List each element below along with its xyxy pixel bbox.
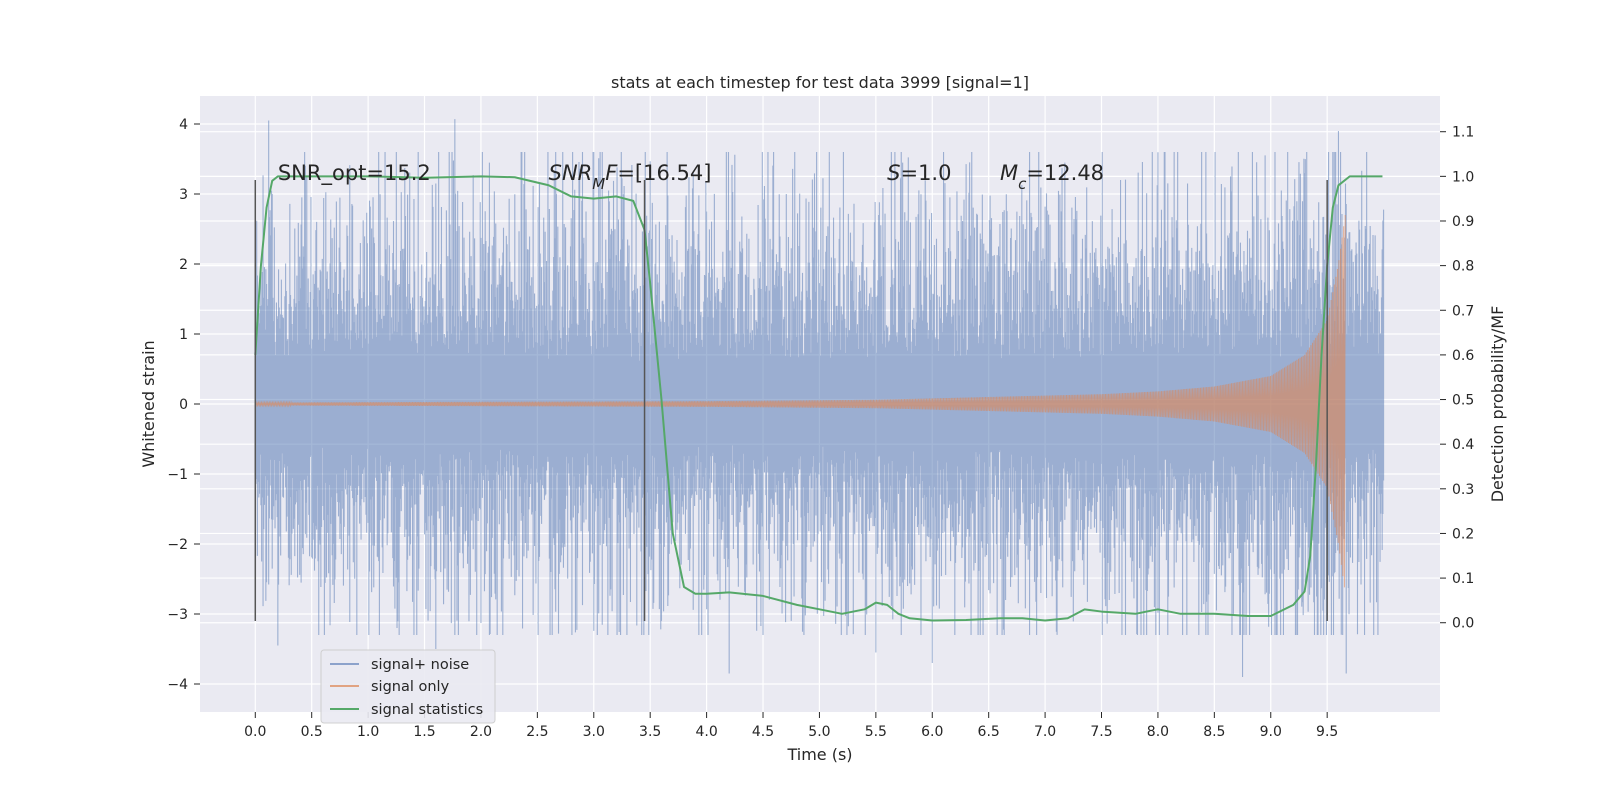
x-tick-label-13: 6.5 [978,724,1000,740]
y-right-tick-label-0: 0.0 [1452,616,1474,632]
y-right-tick-label-11: 1.1 [1452,125,1474,141]
y-axis-label-right: Detection probability/MF [1488,306,1507,503]
x-tick-label-17: 8.5 [1203,724,1225,740]
x-tick-label-14: 7.0 [1034,724,1056,740]
y-left-tick-label-4: 0 [179,397,188,413]
x-tick-label-18: 9.0 [1260,724,1282,740]
annotation-2: S=1.0 [887,161,951,185]
y-right-ticks: 0.0 0.1 0.2 0.3 0.4 0.5 0.6 0.7 0.8 0.9 1.0 1.1 [1440,125,1474,632]
x-tick-label-2: 1.0 [357,724,379,740]
x-tick-label-4: 2.0 [470,724,492,740]
y-left-tick-label-1: −3 [167,607,188,623]
legend-label-signal-statistics: signal statistics [371,702,483,718]
y-right-tick-label-8: 0.8 [1452,259,1474,275]
x-tick-label-8: 4.0 [695,724,717,740]
y-right-tick-label-4: 0.4 [1452,437,1474,453]
legend-label-signal-only: signal only [371,679,450,695]
legend: signal+ noise signal only signal statist… [320,649,496,724]
y-right-tick-label-9: 0.9 [1452,214,1474,230]
x-tick-label-15: 7.5 [1090,724,1112,740]
x-tick-label-3: 1.5 [413,724,435,740]
x-tick-label-1: 0.5 [301,724,323,740]
x-tick-label-6: 3.0 [583,724,605,740]
y-right-tick-label-2: 0.2 [1452,526,1474,542]
series-line-signal-only [254,214,1346,588]
y-right-tick-label-10: 1.0 [1452,169,1474,185]
x-tick-label-7: 3.5 [639,724,661,740]
x-tick-label-12: 6.0 [921,724,943,740]
series-line-signal-statistics [254,175,1383,622]
legend-label-signal-noise: signal+ noise [371,657,469,673]
y-axis-label-left: Whitened strain [139,340,158,467]
annotation-1: SNRMF=[16.54] [549,161,712,193]
y-left-tick-label-7: 3 [179,187,188,203]
y-left-tick-label-0: −4 [167,677,188,693]
annotation-0: SNR_opt=15.2 [278,161,431,186]
x-axis-label: Time (s) [786,745,852,764]
annotations: SNR_opt=15.2 SNRMF=[16.54] S=1.0 Mc=12.48 [278,161,1104,193]
x-tick-label-11: 5.5 [865,724,887,740]
y-left-tick-label-5: 1 [179,327,188,343]
x-tick-label-5: 2.5 [526,724,548,740]
x-tick-label-16: 8.0 [1147,724,1169,740]
y-right-tick-label-7: 0.7 [1452,303,1474,319]
chart-title: stats at each timestep for test data 399… [611,73,1029,92]
series-layer [254,119,1385,677]
y-left-tick-label-6: 2 [179,257,188,273]
x-tick-label-0: 0.0 [244,724,266,740]
y-left-ticks: −4 −3 −2 −1 0 1 2 3 4 [167,117,200,693]
x-tick-label-19: 9.5 [1316,724,1338,740]
y-right-tick-label-1: 0.1 [1452,571,1474,587]
y-right-tick-label-3: 0.3 [1452,482,1474,498]
y-left-tick-label-8: 4 [179,117,188,133]
legend-box [320,649,496,724]
vertical-markers [254,180,1328,621]
y-left-tick-label-2: −2 [167,537,188,553]
x-tick-label-9: 4.5 [752,724,774,740]
x-ticks: 0.0 0.5 1.0 1.5 2.0 2.5 3.0 3.5 4.0 4.5 5.0 5.5 6.0 6… [244,712,1338,740]
annotation-3: Mc=12.48 [1000,161,1104,193]
x-tick-label-10: 5.0 [808,724,830,740]
y-left-tick-label-3: −1 [167,467,188,483]
y-right-tick-label-5: 0.5 [1452,393,1474,409]
y-right-tick-label-6: 0.6 [1452,348,1474,364]
